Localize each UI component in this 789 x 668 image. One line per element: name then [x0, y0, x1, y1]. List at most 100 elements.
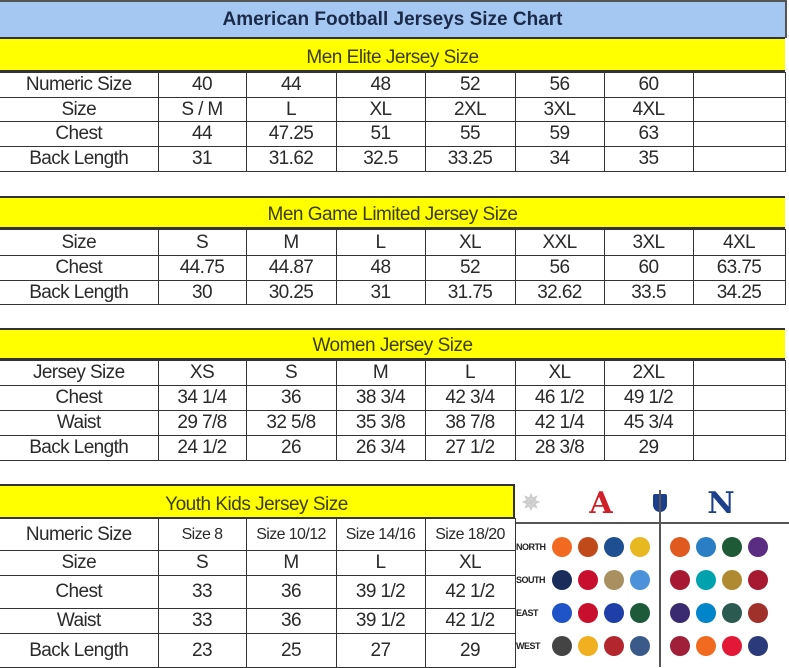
table-cell: 31: [157, 146, 247, 172]
table-cell: XS: [157, 360, 247, 386]
table-row: Size S M L XL XXL 3XL 4XL: [0, 229, 786, 256]
table-cell: 35: [603, 146, 694, 172]
table-row: Chest 44.75 44.87 48 52 56 60 63.75: [0, 255, 786, 281]
table-row: Back Length 31 31.62 32.5 33.25 34 35: [0, 146, 786, 172]
table-cell: XL: [335, 97, 426, 122]
table-row: Back Length 30 30.25 31 31.75 32.62 33.5 34.25: [0, 280, 786, 305]
table-cell: Size 18/20: [424, 518, 516, 551]
table-cell: 42 3/4: [424, 385, 516, 411]
section-heading: Youth Kids Jersey Size: [0, 484, 515, 519]
table-cell: 26: [245, 435, 337, 461]
table-cell: 63: [603, 121, 694, 147]
table-cell: S: [157, 550, 247, 576]
table-cell: XL: [424, 229, 516, 256]
section-heading: Men Elite Jersey Size: [0, 37, 785, 72]
table-row: Chest 33 36 39 1/2 42 1/2: [0, 575, 516, 609]
buccaneers-logo-icon: [748, 570, 768, 590]
table-cell: 51: [335, 121, 426, 147]
nfl-team-logos-panel: ✵ A N NORTH SOUTH EAST WEST: [516, 484, 789, 667]
table-cell: 63.75: [692, 255, 786, 281]
size-table: Numeric Size 40 44 48 52 56 60 Size S / M L XL 2XL 3…: [0, 72, 786, 172]
table-cell: S: [245, 360, 337, 386]
table-row: Chest 44 47.25 51 55 59 63: [0, 121, 786, 147]
divider: [659, 490, 661, 667]
table-cell: [692, 146, 786, 172]
table-cell: [692, 435, 786, 461]
table-cell: XXL: [514, 229, 605, 256]
table-cell: 34.25: [692, 280, 786, 305]
table-cell: 59: [514, 121, 605, 147]
bengals-logo-icon: [552, 537, 572, 557]
chiefs-logo-icon: [722, 636, 742, 656]
row-label: Size: [0, 97, 159, 122]
row-label: Chest: [0, 255, 159, 281]
cowboys-logo-icon: [552, 570, 572, 590]
row-label: Back Length: [0, 146, 159, 172]
table-cell: M: [335, 360, 426, 386]
table-cell: 55: [424, 121, 516, 147]
table-cell: 29: [603, 435, 694, 461]
division-row: SOUTH: [516, 565, 789, 595]
table-cell: 29 7/8: [157, 410, 247, 436]
row-label: Chest: [0, 121, 159, 147]
table-row: Waist 33 36 39 1/2 42 1/2: [0, 608, 516, 634]
packers-logo-icon: [722, 537, 742, 557]
table-cell: Size 8: [157, 518, 247, 551]
table-cell: 29: [424, 633, 516, 668]
table-row: Size S M L XL: [0, 550, 516, 576]
table-cell: 44: [157, 121, 247, 147]
table-cell: 28 3/8: [514, 435, 605, 461]
row-label: Jersey Size: [0, 360, 159, 386]
table-cell: Size 14/16: [335, 518, 426, 551]
table-cell: [692, 360, 786, 386]
table-cell: 48: [335, 72, 426, 98]
row-label: Numeric Size: [0, 72, 159, 98]
section-heading: Women Jersey Size: [0, 328, 785, 360]
colts-logo-icon: [604, 537, 624, 557]
table-row: Size S / M L XL 2XL 3XL 4XL: [0, 97, 786, 122]
dolphins-logo-icon: [696, 570, 716, 590]
row-label: Waist: [0, 410, 159, 436]
table-cell: 27: [335, 633, 426, 668]
division-label: EAST: [516, 608, 539, 618]
table-cell: 38 7/8: [424, 410, 516, 436]
table-cell: 32.62: [514, 280, 605, 305]
table-cell: 46 1/2: [514, 385, 605, 411]
table-cell: 31.75: [424, 280, 516, 305]
table-cell: 36: [245, 385, 337, 411]
table-cell: 33.25: [424, 146, 516, 172]
rams-logo-icon: [748, 636, 768, 656]
table-cell: 23: [157, 633, 247, 668]
table-row: Numeric Size 40 44 48 52 56 60: [0, 72, 786, 98]
lions-logo-icon: [696, 537, 716, 557]
row-label: Back Length: [0, 633, 159, 668]
chargers-logo-icon: [578, 636, 598, 656]
table-cell: 47.25: [245, 121, 337, 147]
eagles-logo-icon: [722, 603, 742, 623]
table-cell: 45 3/4: [603, 410, 694, 436]
table-row: Chest 34 1/4 36 38 3/4 42 3/4 46 1/2 49 1/2: [0, 385, 786, 411]
table-cell: 4XL: [603, 97, 694, 122]
broncos-logo-icon: [696, 636, 716, 656]
table-cell: 32 5/8: [245, 410, 337, 436]
saints-logo-icon: [604, 570, 624, 590]
49ers-logo-icon: [604, 636, 624, 656]
row-label: Size: [0, 550, 159, 576]
table-cell: [692, 121, 786, 147]
table-cell: 3XL: [514, 97, 605, 122]
size-table: Jersey Size XS S M L XL 2XL Chest 34 1/4 36 38 3/4…: [0, 360, 786, 461]
bears-logo-icon: [670, 537, 690, 557]
jaguars-logo-icon: [722, 570, 742, 590]
table-cell: 33.5: [603, 280, 694, 305]
table-cell: 32.5: [335, 146, 426, 172]
table-cell: 44: [245, 72, 337, 98]
table-cell: 60: [603, 72, 694, 98]
table-cell: 27 1/2: [424, 435, 516, 461]
raiders-logo-icon: [552, 636, 572, 656]
table-cell: S: [157, 229, 247, 256]
table-cell: 42 1/2: [424, 575, 516, 609]
table-cell: 25: [245, 633, 337, 668]
table-cell: 30: [157, 280, 247, 305]
size-table: Size S M L XL XXL 3XL 4XL Chest 44.75 44.87 48 52 56 6…: [0, 229, 786, 305]
table-cell: 39 1/2: [335, 575, 426, 609]
